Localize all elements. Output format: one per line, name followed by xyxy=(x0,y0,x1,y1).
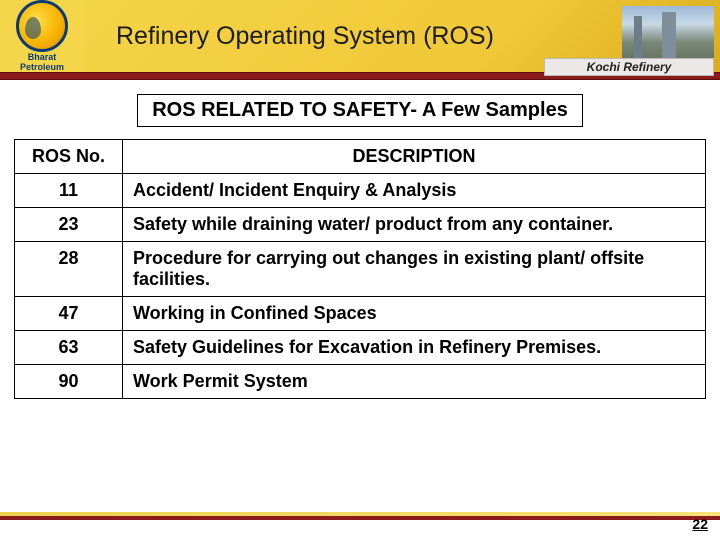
table-row: 90 Work Permit System xyxy=(15,365,706,399)
ros-table: ROS No. DESCRIPTION 11 Accident/ Inciden… xyxy=(14,139,706,399)
logo: Bharat Petroleum xyxy=(0,0,84,72)
cell-desc: Safety Guidelines for Excavation in Refi… xyxy=(123,331,706,365)
table-row: 11 Accident/ Incident Enquiry & Analysis xyxy=(15,174,706,208)
page-number: 22 xyxy=(692,516,708,532)
cell-desc: Safety while draining water/ product fro… xyxy=(123,208,706,242)
table-body: 11 Accident/ Incident Enquiry & Analysis… xyxy=(15,174,706,399)
slide-title: Refinery Operating System (ROS) xyxy=(84,22,622,51)
slide: Bharat Petroleum Refinery Operating Syst… xyxy=(0,0,720,540)
table-row: 23 Safety while draining water/ product … xyxy=(15,208,706,242)
table-row: 63 Safety Guidelines for Excavation in R… xyxy=(15,331,706,365)
cell-desc: Work Permit System xyxy=(123,365,706,399)
table-row: 28 Procedure for carrying out changes in… xyxy=(15,242,706,297)
cell-ros-no: 28 xyxy=(15,242,123,297)
cell-ros-no: 47 xyxy=(15,297,123,331)
logo-icon xyxy=(16,0,68,52)
cell-desc: Procedure for carrying out changes in ex… xyxy=(123,242,706,297)
logo-text-bottom: Petroleum xyxy=(20,62,64,72)
logo-text: Bharat Petroleum xyxy=(20,53,64,72)
cell-ros-no: 11 xyxy=(15,174,123,208)
footer-line-red xyxy=(0,516,720,520)
footer: 22 xyxy=(0,512,720,540)
cell-desc: Working in Confined Spaces xyxy=(123,297,706,331)
cell-desc: Accident/ Incident Enquiry & Analysis xyxy=(123,174,706,208)
table-row: 47 Working in Confined Spaces xyxy=(15,297,706,331)
cell-ros-no: 63 xyxy=(15,331,123,365)
refinery-image xyxy=(622,6,714,66)
cell-ros-no: 23 xyxy=(15,208,123,242)
col-header-ros-no: ROS No. xyxy=(15,140,123,174)
subtitle: ROS RELATED TO SAFETY- A Few Samples xyxy=(137,94,583,127)
cell-ros-no: 90 xyxy=(15,365,123,399)
col-header-description: DESCRIPTION xyxy=(123,140,706,174)
table-header-row: ROS No. DESCRIPTION xyxy=(15,140,706,174)
header: Bharat Petroleum Refinery Operating Syst… xyxy=(0,0,720,72)
subtitle-wrap: ROS RELATED TO SAFETY- A Few Samples xyxy=(0,94,720,127)
site-label: Kochi Refinery xyxy=(544,58,714,76)
